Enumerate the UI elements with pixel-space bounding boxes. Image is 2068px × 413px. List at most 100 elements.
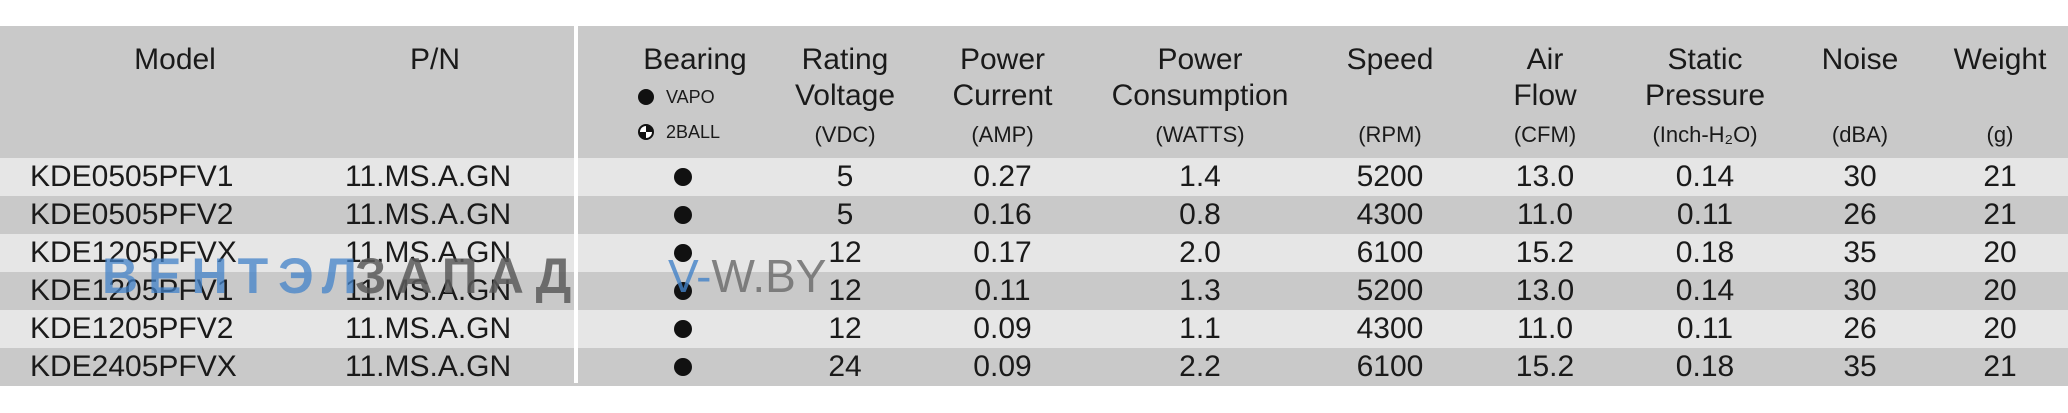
cell-model: KDE1205PFV1 <box>30 274 234 307</box>
cell-voltage: 12 <box>828 274 862 307</box>
vapo-bearing-icon <box>674 244 692 262</box>
cell-weight: 21 <box>1983 350 2017 383</box>
watermark-brand-part2: ЗАПАД <box>355 248 582 304</box>
vapo-bearing-icon <box>674 282 692 300</box>
header-consumption-1: Power <box>1157 43 1243 76</box>
cell-voltage: 24 <box>828 350 862 383</box>
cell-consumption: 2.0 <box>1179 236 1221 269</box>
cell-pn: 11.MS.A.GN <box>345 312 512 345</box>
cell-airflow: 11.0 <box>1516 198 1574 231</box>
cell-voltage: 5 <box>836 160 854 193</box>
vapo-bearing-icon <box>674 168 692 186</box>
cell-pn: 11.MS.A.GN <box>345 236 512 269</box>
header-speed: Speed <box>1346 43 1434 76</box>
cell-airflow: 13.0 <box>1515 274 1575 307</box>
cell-model: KDE0505PFV2 <box>30 198 234 231</box>
cell-noise: 26 <box>1843 198 1877 231</box>
cell-consumption: 2.2 <box>1179 350 1221 383</box>
cell-model: KDE0505PFV1 <box>30 160 234 193</box>
cell-pn: 11.MS.A.GN <box>345 198 512 231</box>
cell-speed: 5200 <box>1356 160 1424 193</box>
legend-2ball: 2BALL <box>638 121 720 143</box>
cell-model: KDE2405PFVX <box>30 350 237 383</box>
table-row: KDE1205PFVX 11.MS.A.GN 12 0.17 2.0 6100 15.2 0.… <box>0 234 2068 272</box>
cell-weight: 21 <box>1983 198 2017 231</box>
cell-current: 0.09 <box>973 350 1032 383</box>
cell-voltage: 5 <box>836 198 854 231</box>
watermark-site-rest: W.BY <box>711 250 827 302</box>
cell-current: 0.11 <box>974 274 1031 307</box>
cell-pressure: 0.14 <box>1675 160 1735 193</box>
unit-current: (AMP) <box>971 122 1034 147</box>
cell-weight: 20 <box>1983 312 2017 345</box>
cell-consumption: 0.8 <box>1179 198 1221 231</box>
watermark-site-prefix: V- <box>668 250 712 302</box>
cell-airflow: 15.2 <box>1515 236 1575 269</box>
header-current-2: Current <box>952 79 1053 112</box>
unit-noise: (dBA) <box>1831 122 1889 147</box>
cell-current: 0.17 <box>973 236 1032 269</box>
cell-model: KDE1205PFV2 <box>30 312 234 345</box>
cell-current: 0.16 <box>973 198 1032 231</box>
cell-noise: 35 <box>1843 236 1877 269</box>
vapo-bearing-icon <box>638 89 654 105</box>
cell-voltage: 12 <box>828 312 862 345</box>
legend-vapo: VAPO <box>638 86 715 108</box>
header-pn: P/N <box>409 43 460 76</box>
cell-airflow: 15.2 <box>1515 350 1575 383</box>
cell-pressure: 0.18 <box>1675 350 1735 383</box>
cell-noise: 30 <box>1843 160 1877 193</box>
cell-current: 0.09 <box>973 312 1032 345</box>
cell-speed: 6100 <box>1356 350 1424 383</box>
cell-consumption: 1.4 <box>1179 160 1221 193</box>
header-pressure-2: Pressure <box>1644 79 1766 112</box>
header-consumption-2: Consumption <box>1111 79 1289 112</box>
cell-pressure: 0.14 <box>1675 274 1735 307</box>
cell-pressure: 0.11 <box>1676 198 1734 231</box>
cell-weight: 20 <box>1983 274 2017 307</box>
cell-pn: 11.MS.A.GN <box>345 350 512 383</box>
vapo-bearing-icon <box>674 358 692 376</box>
legend-vapo-label: VAPO <box>666 87 715 107</box>
header-voltage-2: Voltage <box>794 79 896 112</box>
unit-consumption: (WATTS) <box>1155 122 1245 147</box>
table-row: KDE2405PFVX 11.MS.A.GN 24 0.09 2.2 6100 15.2 0.… <box>0 348 2068 386</box>
vapo-bearing-icon <box>674 320 692 338</box>
header-current-1: Power <box>959 43 1046 76</box>
cell-current: 0.27 <box>973 160 1032 193</box>
header-pressure-1: Static <box>1667 43 1743 76</box>
cell-speed: 6100 <box>1356 236 1424 269</box>
cell-consumption: 1.1 <box>1179 312 1221 345</box>
cell-airflow: 11.0 <box>1516 312 1574 345</box>
cell-pressure: 0.18 <box>1675 236 1735 269</box>
table-row: KDE1205PFV1 11.MS.A.GN 12 0.11 1.3 5200 13.0 0.… <box>0 272 2068 310</box>
unit-weight: (g) <box>1986 122 2014 147</box>
header-voltage-1: Rating <box>801 43 889 76</box>
legend-2ball-label: 2BALL <box>666 122 721 142</box>
cell-voltage: 12 <box>828 236 862 269</box>
header-noise: Noise <box>1821 43 1899 76</box>
cell-speed: 4300 <box>1356 198 1424 231</box>
cell-consumption: 1.3 <box>1179 274 1221 307</box>
header-model: Model <box>134 43 216 76</box>
watermark-site: V-W.BY <box>668 246 827 306</box>
unit-voltage: (VDC) <box>814 122 876 147</box>
cell-speed: 4300 <box>1356 312 1424 345</box>
cell-pn: 11.MS.A.GN <box>345 160 512 193</box>
unit-pressure: (Inch-H₂O) <box>1652 122 1758 147</box>
cell-pn: 11.MS.A.GN <box>345 274 512 307</box>
header-weight: Weight <box>1953 43 2047 76</box>
table-row: KDE1205PFV2 11.MS.A.GN 12 0.09 1.1 4300 11.0 0.… <box>0 310 2068 348</box>
cell-noise: 30 <box>1843 274 1877 307</box>
cell-noise: 35 <box>1843 350 1877 383</box>
ball-bearing-icon <box>638 124 654 140</box>
header-airflow-2: Flow <box>1513 79 1577 112</box>
unit-speed: (RPM) <box>1358 122 1422 147</box>
cell-weight: 20 <box>1983 236 2017 269</box>
table-row: KDE0505PFV1 11.MS.A.GN 5 0.27 1.4 5200 13.0 0.1… <box>0 158 2068 196</box>
column-divider <box>574 26 578 383</box>
header-bearing: Bearing <box>643 43 747 76</box>
table-header: Model P/N Bearing VAPO 2BALL Rating Volt… <box>0 26 2068 158</box>
table-row: KDE0505PFV2 11.MS.A.GN 5 0.16 0.8 4300 11.0 0.1… <box>0 196 2068 234</box>
cell-airflow: 13.0 <box>1515 160 1575 193</box>
